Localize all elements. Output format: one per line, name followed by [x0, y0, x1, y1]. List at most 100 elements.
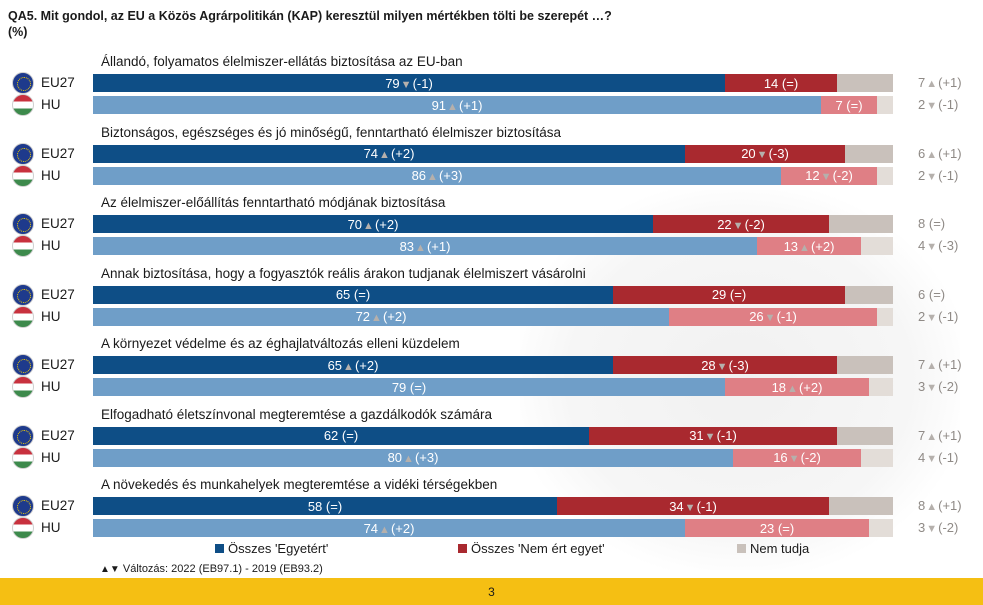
data-label-yes: 74▲(+2)	[364, 146, 415, 161]
data-label-yes-value: 74	[363, 146, 379, 161]
stacked-bar: 83▲(+1) 13▲(+2)	[93, 237, 893, 255]
data-label-dk-change: (=)	[928, 216, 946, 231]
data-label-yes: 62 (=)	[324, 428, 358, 443]
data-label-yes: 65▲(+2)	[328, 358, 379, 373]
data-label-dk-change: (+1)	[938, 427, 962, 443]
triangle-up-icon: ▲	[363, 219, 374, 232]
bar-segment-no: 28▼(-3)	[613, 356, 837, 374]
data-label-no: 23 (=)	[760, 521, 794, 536]
legend-swatch-no	[458, 544, 467, 553]
bar-segment-yes: 80▲(+3)	[93, 448, 733, 467]
data-label-dk-change: (=)	[928, 286, 946, 302]
data-label-no-value: 16	[773, 450, 788, 465]
triangle-down-icon: ▼	[926, 311, 938, 324]
triangle-down-icon: ▼	[716, 360, 728, 373]
bar-segment-yes: 79 (=)	[93, 378, 725, 396]
row-label: HU	[41, 238, 61, 253]
triangle-down-icon: ▼	[926, 170, 938, 183]
data-label-yes-value: 79	[385, 75, 400, 91]
data-label-dk-change: (-2)	[938, 520, 959, 535]
triangle-up-icon: ▲	[926, 360, 938, 372]
footnote-text: Változás: 2022 (EB97.1) - 2019 (EB93.2)	[122, 563, 323, 575]
data-label-yes-value: 65	[327, 357, 343, 373]
data-label-no-value: 23	[759, 520, 775, 536]
triangle-down-icon: ▼	[764, 312, 776, 324]
stacked-bar: 65 (=) 29 (=)	[93, 285, 893, 304]
stacked-bar: 79 (=) 18▲(+2)	[93, 378, 893, 396]
row-hu: HU 72▲(+2) 26▼(-1) 2▼(-1)	[0, 305, 983, 328]
data-label-dk-value: 8	[918, 498, 926, 513]
question-block: Elfogadható életszínvonal megteremtése a…	[0, 406, 983, 476]
row-eu27: EU27 62 (=) 31▼(-1) 7▲(+1)	[0, 424, 983, 447]
data-label-dk-value: 2	[918, 167, 926, 183]
data-label-no-change: (-2)	[800, 450, 821, 465]
data-label-yes-value: 86	[411, 168, 427, 183]
row-label: HU	[41, 308, 61, 324]
legend-label-no: Összes 'Nem ért egyet'	[471, 541, 605, 556]
data-label-no-change: (=)	[777, 520, 795, 536]
data-label-yes: 86▲(+3)	[412, 168, 463, 183]
bar-segment-dk	[869, 519, 893, 537]
data-label-no: 20▼(-3)	[741, 146, 789, 161]
data-label-no-value: 14	[763, 75, 779, 91]
data-label-yes: 79▼(-1)	[385, 76, 433, 91]
legend-label-yes: Összes 'Egyetért'	[228, 541, 329, 556]
data-label-yes-change: (+2)	[374, 216, 399, 232]
data-label-dk-value: 3	[918, 520, 926, 535]
data-label-dk-value: 2	[918, 308, 926, 324]
data-label-yes-value: 58	[307, 498, 323, 514]
data-label-dk-value: 6	[918, 286, 926, 302]
triangle-down-icon: ▼	[756, 149, 768, 161]
data-label-yes-change: (+2)	[390, 146, 415, 161]
data-label-no: 29 (=)	[712, 287, 746, 302]
row-eu27: EU27 74▲(+2) 20▼(-3) 6▲(+1)	[0, 142, 983, 165]
hungary-flag-icon	[12, 376, 34, 398]
data-label-dk: 6 (=)	[918, 286, 945, 304]
bar-segment-yes: 86▲(+3)	[93, 166, 781, 185]
row-label: EU27	[41, 75, 75, 90]
data-label-dk: 7▲(+1)	[918, 427, 962, 446]
bar-segment-no: 14 (=)	[725, 74, 837, 92]
data-label-dk: 8 (=)	[918, 215, 945, 233]
eu-flag-icon	[12, 283, 34, 306]
data-label-yes-change: (+3)	[414, 450, 439, 465]
hungary-flag-icon	[12, 305, 34, 328]
question-title: Az élelmiszer-előállítás fenntartható mó…	[101, 195, 446, 210]
bar-segment-yes: 91▲(+1)	[93, 96, 821, 114]
legend-item-no: Összes 'Nem ért egyet'	[458, 541, 605, 557]
data-label-dk-change: (+1)	[938, 498, 962, 513]
data-label-yes-value: 91	[431, 97, 447, 113]
data-label-no-change: (=)	[729, 287, 747, 302]
row-eu27: EU27 58 (=) 34▼(-1) 8▲(+1)	[0, 495, 983, 517]
data-label-dk-value: 6	[918, 145, 926, 161]
stacked-bar: 74▲(+2) 20▼(-3)	[93, 144, 893, 163]
data-label-yes-change: (=)	[409, 379, 427, 395]
bar-segment-dk	[861, 237, 893, 255]
question-title: A növekedés és munkahelyek megteremtése …	[101, 477, 498, 492]
eu-flag-icon	[12, 142, 34, 165]
data-label-dk-change: (-3)	[938, 238, 959, 253]
data-label-yes-value: 72	[355, 309, 371, 324]
data-label-no-change: (-2)	[832, 168, 853, 183]
question-block: Biztonságos, egészséges és jó minőségű, …	[0, 124, 983, 194]
page-footer: 3	[0, 578, 983, 605]
data-label-yes-value: 80	[387, 450, 403, 465]
question-title: Állandó, folyamatos élelmiszer-ellátás b…	[101, 54, 463, 69]
data-label-no-change: (-2)	[744, 216, 765, 232]
data-label-dk: 7▲(+1)	[918, 74, 962, 93]
data-label-yes-value: 70	[347, 216, 363, 232]
data-label-dk-value: 2	[918, 97, 926, 112]
data-label-dk-change: (-1)	[938, 97, 959, 112]
stacked-bar: 86▲(+3) 12▼(-2)	[93, 166, 893, 185]
row-label: EU27	[41, 498, 75, 513]
data-label-no-value: 18	[771, 379, 787, 395]
data-label-yes: 91▲(+1)	[432, 98, 483, 113]
data-label-yes-change: (+1)	[426, 238, 451, 254]
triangle-up-down-icon: ▲▼	[100, 564, 120, 575]
data-label-dk: 4▼(-1)	[918, 449, 958, 468]
row-label: HU	[41, 167, 61, 183]
data-label-no-value: 31	[689, 428, 704, 443]
triangle-down-icon: ▼	[684, 501, 696, 514]
triangle-up-icon: ▲	[379, 523, 390, 536]
triangle-down-icon: ▼	[926, 100, 938, 112]
